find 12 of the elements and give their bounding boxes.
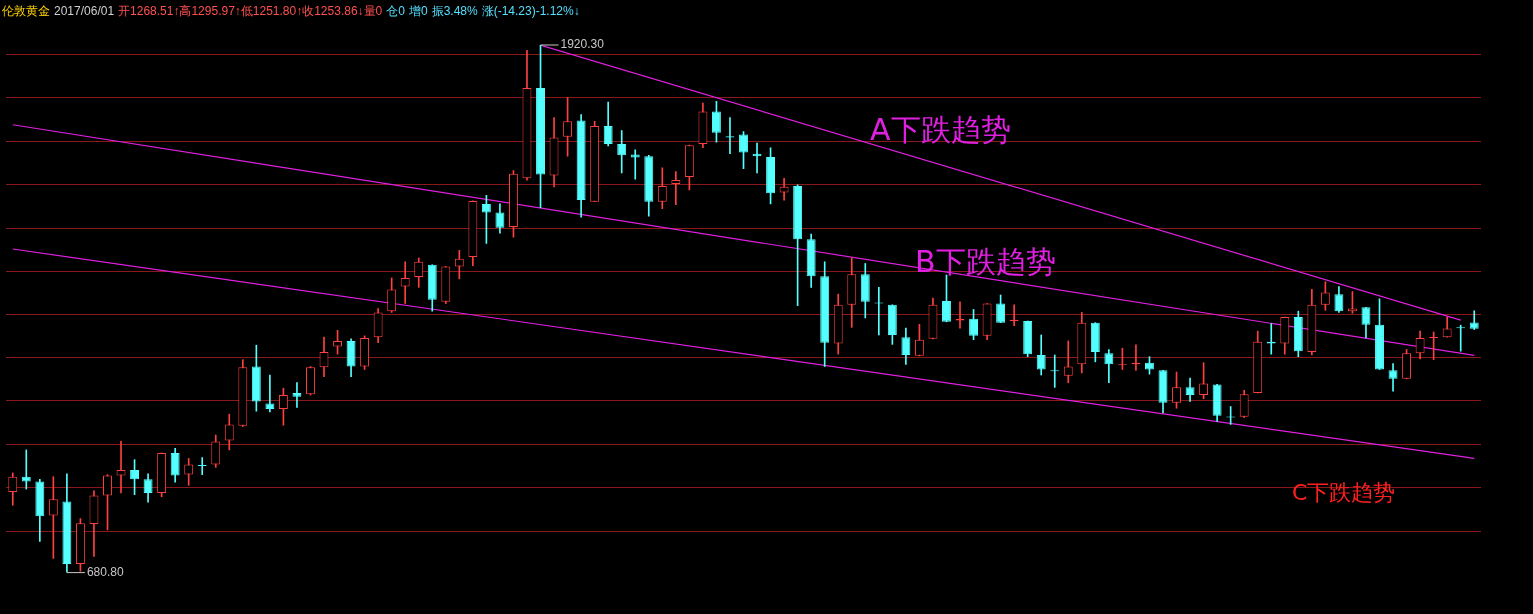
annotation: 1920.30 (560, 37, 605, 52)
candlestick (671, 171, 681, 206)
candlestick (400, 261, 410, 304)
annotation: 680.80 (86, 564, 124, 579)
candlestick (617, 130, 627, 174)
candlestick (1063, 340, 1073, 383)
annotation: A下跌趋势 (870, 112, 1011, 147)
chart-title: 伦敦黄金 2017/06/01 开1268.51↑高1295.97↑低1251.80↑收1253.86↓量0 仓0 增0 振3.48% 涨(-14.23)-1.12%↓ (2, 4, 580, 18)
candlestick (292, 382, 302, 408)
candlestick (630, 149, 640, 180)
annotation: C下跌趋势 (1292, 480, 1396, 505)
candlestick (454, 249, 464, 280)
